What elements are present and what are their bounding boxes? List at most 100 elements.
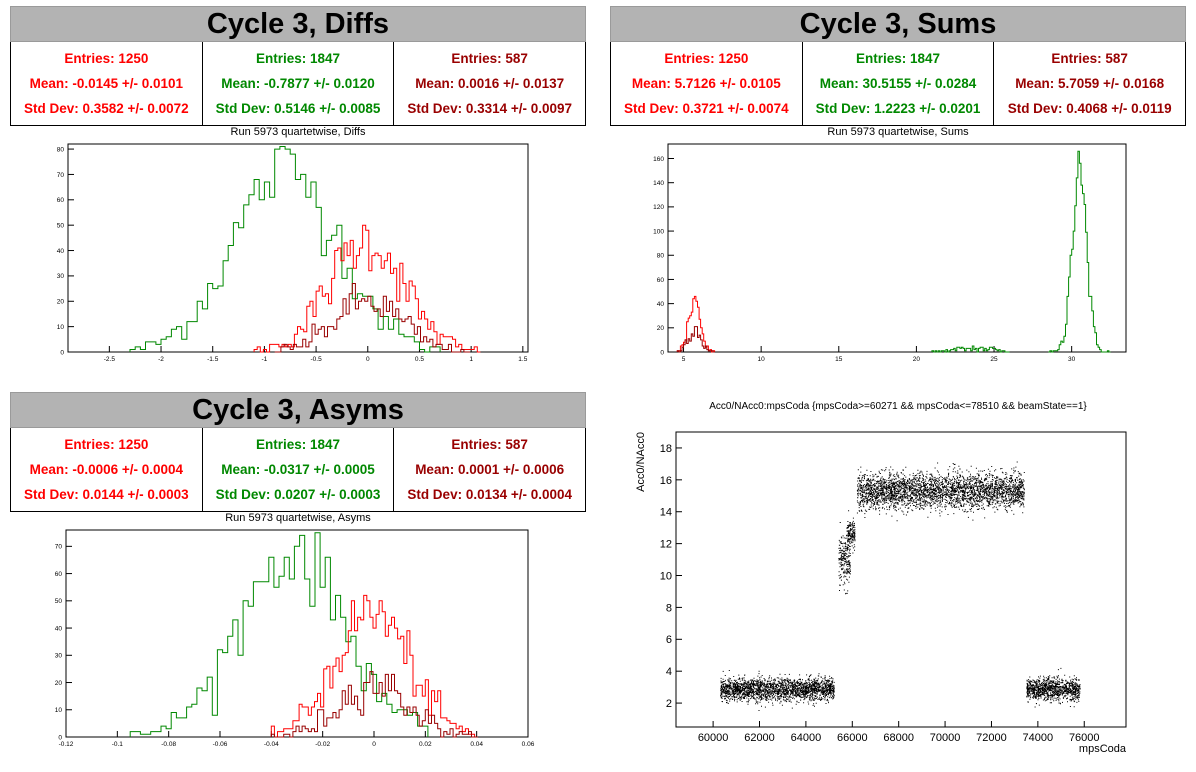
y-tick-label: 18 bbox=[660, 443, 672, 455]
y-tick-label: 10 bbox=[57, 324, 65, 331]
asyms-series-0 bbox=[129, 532, 429, 737]
y-tick-label: 40 bbox=[55, 625, 63, 632]
y-tick-label: 100 bbox=[653, 228, 664, 235]
diffs-title: Cycle 3, Diffs bbox=[10, 6, 586, 42]
stat-mean: Mean: -0.0317 +/- 0.0005 bbox=[221, 462, 375, 477]
y-tick-label: 6 bbox=[666, 634, 672, 646]
stat-std: Std Dev: 0.3721 +/- 0.0074 bbox=[623, 101, 789, 116]
y-tick-label: 140 bbox=[653, 180, 664, 187]
scatter-cluster-2 bbox=[846, 517, 856, 554]
x-tick-label: 0 bbox=[372, 741, 376, 748]
y-tick-label: 160 bbox=[653, 156, 664, 163]
diffs-series-0 bbox=[129, 146, 441, 353]
x-tick-label: 70000 bbox=[930, 732, 961, 744]
y-tick-label: 30 bbox=[55, 653, 63, 660]
x-tick-label: -0.02 bbox=[315, 741, 330, 748]
x-tick-label: 20 bbox=[913, 356, 921, 363]
y-tick-label: 16 bbox=[660, 475, 672, 487]
x-tick-label: 25 bbox=[990, 356, 998, 363]
stat-std: Std Dev: 0.3582 +/- 0.0072 bbox=[23, 101, 189, 116]
y-tick-label: 8 bbox=[666, 602, 672, 614]
stat-mean: Mean: 0.0016 +/- 0.0137 bbox=[415, 76, 565, 91]
y-tick-label: 20 bbox=[57, 299, 65, 306]
stat-std: Std Dev: 0.0207 +/- 0.0003 bbox=[215, 487, 381, 502]
x-tick-label: -0.1 bbox=[112, 741, 124, 748]
sums-series-0 bbox=[1048, 150, 1111, 353]
asyms-panel: Cycle 3, Asyms Entries: 1250 Mean: -0.00… bbox=[10, 392, 586, 762]
x-tick-label: 0.06 bbox=[522, 741, 535, 748]
y-tick-label: 70 bbox=[55, 544, 63, 551]
asyms-stat-darkred: Entries: 587 Mean: 0.0001 +/- 0.0006 Std… bbox=[394, 428, 585, 511]
y-tick-label: 40 bbox=[657, 301, 665, 308]
x-tick-label: -0.06 bbox=[213, 741, 228, 748]
asyms-frame bbox=[65, 529, 529, 738]
sums-stat-darkred: Entries: 587 Mean: 5.7059 +/- 0.0168 Std… bbox=[994, 42, 1185, 125]
stat-mean: Mean: 5.7126 +/- 0.0105 bbox=[631, 76, 781, 91]
diffs-stat-green: Entries: 1847 Mean: -0.7877 +/- 0.0120 S… bbox=[203, 42, 395, 125]
x-tick-label: 0.5 bbox=[415, 356, 424, 363]
diffs-subtitle: Run 5973 quartetwise, Diffs bbox=[230, 126, 366, 138]
x-tick-label: 30 bbox=[1068, 356, 1076, 363]
x-tick-label: 15 bbox=[835, 356, 843, 363]
asyms-series-2 bbox=[270, 671, 478, 738]
stat-entries: Entries: 1250 bbox=[664, 51, 749, 66]
y-tick-label: 2 bbox=[666, 698, 672, 710]
x-tick-label: -0.12 bbox=[59, 741, 74, 748]
x-tick-label: 1 bbox=[469, 356, 473, 363]
x-tick-label: -0.5 bbox=[310, 356, 322, 363]
asyms-title: Cycle 3, Asyms bbox=[10, 392, 586, 428]
diffs-frame bbox=[67, 143, 529, 353]
x-tick-label: 76000 bbox=[1069, 732, 1100, 744]
sums-stats-box: Entries: 1250 Mean: 5.7126 +/- 0.0105 St… bbox=[610, 42, 1186, 126]
stat-std: Std Dev: 1.2223 +/- 0.0201 bbox=[815, 101, 981, 116]
x-tick-label: 60000 bbox=[698, 732, 729, 744]
sums-series-1 bbox=[931, 345, 1010, 353]
y-tick-label: 20 bbox=[55, 680, 63, 687]
y-tick-label: 14 bbox=[660, 507, 672, 519]
x-tick-label: 64000 bbox=[791, 732, 822, 744]
y-tick-label: 0 bbox=[58, 734, 62, 741]
y-tick-label: 70 bbox=[57, 172, 65, 179]
y-tick-label: 10 bbox=[55, 707, 63, 714]
stat-mean: Mean: 0.0001 +/- 0.0006 bbox=[415, 462, 565, 477]
x-tick-label: -1 bbox=[262, 356, 268, 363]
scatter-frame bbox=[675, 431, 1127, 728]
sums-frame bbox=[667, 143, 1127, 353]
y-tick-label: 0 bbox=[60, 349, 64, 356]
x-tick-label: 0.02 bbox=[419, 741, 432, 748]
x-tick-label: 0.04 bbox=[470, 741, 483, 748]
stat-mean: Mean: -0.0145 +/- 0.0101 bbox=[29, 76, 184, 91]
x-tick-label: 62000 bbox=[744, 732, 775, 744]
y-tick-label: 80 bbox=[57, 146, 65, 153]
stat-entries: Entries: 587 bbox=[1051, 51, 1128, 66]
y-tick-label: 40 bbox=[57, 248, 65, 255]
x-tick-label: -1.5 bbox=[207, 356, 219, 363]
stat-std: Std Dev: 0.3314 +/- 0.0097 bbox=[407, 101, 573, 116]
x-tick-label: 5 bbox=[682, 356, 686, 363]
x-tick-label: -0.08 bbox=[161, 741, 176, 748]
y-tick-label: 12 bbox=[660, 539, 672, 551]
x-tick-label: 0 bbox=[366, 356, 370, 363]
asyms-subtitle: Run 5973 quartetwise, Asyms bbox=[225, 512, 371, 524]
stat-entries: Entries: 587 bbox=[451, 437, 528, 452]
x-tick-label: -2.5 bbox=[104, 356, 116, 363]
asyms-series-1 bbox=[270, 594, 478, 738]
sums-subtitle: Run 5973 quartetwise, Sums bbox=[827, 126, 969, 138]
y-tick-label: 120 bbox=[653, 204, 664, 211]
stat-entries: Entries: 1847 bbox=[255, 437, 341, 452]
sums-stat-red: Entries: 1250 Mean: 5.7126 +/- 0.0105 St… bbox=[611, 42, 803, 125]
y-tick-label: 50 bbox=[57, 222, 65, 229]
stat-mean: Mean: -0.0006 +/- 0.0004 bbox=[29, 462, 184, 477]
y-tick-label: 60 bbox=[55, 571, 63, 578]
asyms-stats-box: Entries: 1250 Mean: -0.0006 +/- 0.0004 S… bbox=[10, 428, 586, 512]
asyms-stat-green: Entries: 1847 Mean: -0.0317 +/- 0.0005 S… bbox=[203, 428, 395, 511]
stat-entries: Entries: 1847 bbox=[255, 51, 341, 66]
stat-entries: Entries: 587 bbox=[451, 51, 528, 66]
x-tick-label: 68000 bbox=[883, 732, 914, 744]
stat-mean: Mean: 5.7059 +/- 0.0168 bbox=[1015, 76, 1165, 91]
x-tick-label: 66000 bbox=[837, 732, 868, 744]
y-tick-label: 20 bbox=[657, 325, 665, 332]
stat-mean: Mean: 30.5155 +/- 0.0284 bbox=[819, 76, 977, 91]
x-tick-label: 1.5 bbox=[518, 356, 527, 363]
